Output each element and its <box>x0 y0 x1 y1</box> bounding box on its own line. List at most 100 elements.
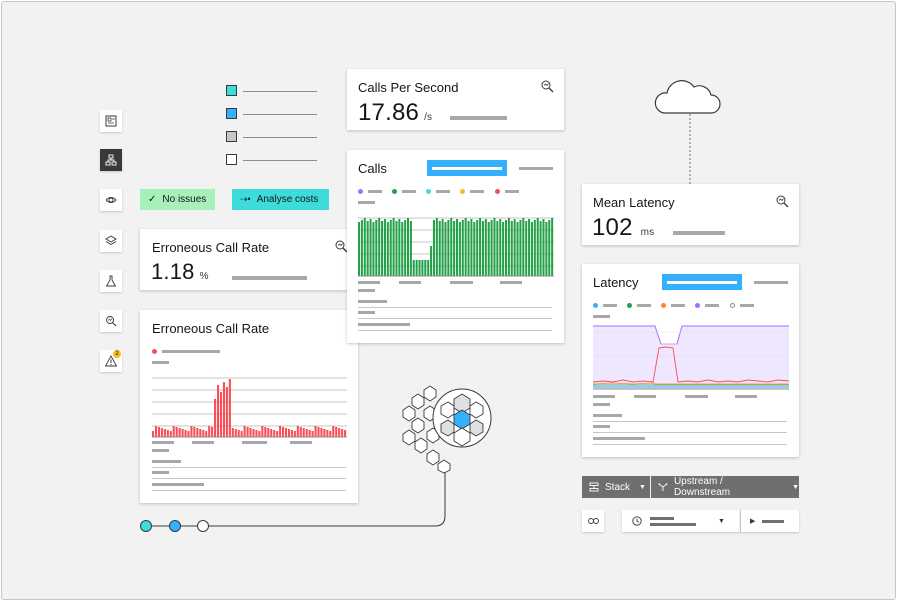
axis-tick-bar <box>593 403 610 406</box>
upstream-downstream-dropdown[interactable]: Upstream / Downstream ▼ <box>651 476 799 498</box>
row-divider <box>593 432 787 433</box>
calls-bar <box>551 218 554 276</box>
erroneous-rate-kpi-card: Erroneous Call Rate 1.18% <box>140 229 358 290</box>
card-title: Calls Per Second <box>358 80 459 95</box>
calls-bar <box>507 218 510 276</box>
error-bar <box>193 427 196 437</box>
calls-bar <box>415 260 418 276</box>
clock-icon <box>632 516 642 526</box>
error-bar <box>284 428 288 437</box>
axis-tick-bar <box>399 281 421 284</box>
calls-bar <box>467 221 470 276</box>
error-bar <box>329 431 332 437</box>
error-bar <box>225 387 228 437</box>
error-bar <box>181 429 184 437</box>
kpi-value: 17.86/s <box>358 99 432 127</box>
axis-tick-bar <box>358 289 375 292</box>
cloud-services-icon[interactable] <box>100 189 122 211</box>
calls-bar <box>372 222 375 276</box>
dashboard-icon[interactable] <box>100 110 122 132</box>
axis-tick-bar <box>685 395 708 398</box>
legend-dot <box>358 189 363 194</box>
calls-bar <box>389 220 392 276</box>
stack-icon <box>589 482 599 492</box>
error-bar <box>243 426 246 437</box>
link-button[interactable] <box>582 510 604 532</box>
calls-bar <box>505 220 508 276</box>
zoom-icon[interactable] <box>334 239 348 253</box>
time-range-dropdown[interactable]: ▼ <box>622 510 740 532</box>
swatch-blue[interactable] <box>226 108 237 119</box>
branch-icon <box>658 483 668 491</box>
play-live-button[interactable]: ▶ <box>740 510 799 532</box>
calls-bar <box>525 221 528 276</box>
calls-bar <box>427 260 430 276</box>
upstream-downstream-label: Upstream / Downstream <box>673 476 731 498</box>
swatch-gray[interactable] <box>226 131 237 142</box>
calls-bar <box>421 260 424 276</box>
legend-label-bar <box>402 190 416 193</box>
calls-bar <box>424 260 427 276</box>
row-divider <box>593 421 787 422</box>
series-selector[interactable] <box>662 274 742 290</box>
calls-bar <box>404 220 407 276</box>
no-issues-tag[interactable]: ✓ No issues <box>140 189 215 210</box>
legend-label-bar <box>152 361 169 364</box>
error-bar <box>211 427 214 437</box>
axis-tick-bar <box>152 449 169 452</box>
service-mesh-graphic <box>402 385 492 474</box>
topology-icon[interactable] <box>100 149 122 171</box>
analyze-icon[interactable] <box>100 310 122 332</box>
calls-bar <box>450 218 453 276</box>
legend-label-bar <box>637 304 651 307</box>
calls-bar <box>502 222 505 276</box>
error-bar <box>246 427 249 437</box>
card-title: Mean Latency <box>593 195 675 210</box>
analyse-costs-tag[interactable]: ⇢• Analyse costs <box>232 189 329 210</box>
legend-dot <box>661 303 666 308</box>
axis-tick-bar <box>450 281 473 284</box>
calls-bar <box>363 218 366 276</box>
alert-icon[interactable]: 2 <box>100 350 122 372</box>
calls-bar <box>407 218 410 276</box>
error-bar <box>231 428 234 437</box>
calls-bar <box>496 221 499 276</box>
erroneous-rate-chart-card: Erroneous Call Rate <box>140 310 358 503</box>
row-label-bar <box>358 300 387 303</box>
axis-tick-bar <box>152 441 174 444</box>
error-bar <box>338 428 341 437</box>
stack-dropdown[interactable]: Stack ▼ <box>582 476 650 498</box>
placeholder-bar <box>519 167 553 170</box>
legend-label-bar <box>593 315 610 318</box>
card-title: Erroneous Call Rate <box>152 321 270 336</box>
swatch-teal[interactable] <box>226 85 237 96</box>
calls-bar <box>470 219 473 276</box>
row-divider <box>152 490 346 491</box>
error-bar <box>205 431 208 437</box>
error-bar <box>290 430 293 437</box>
calls-bar <box>438 221 441 276</box>
swatch-white[interactable] <box>226 154 237 165</box>
error-bar <box>335 427 338 437</box>
error-bar <box>222 382 225 437</box>
calls-bars <box>358 217 554 277</box>
zoom-icon[interactable] <box>775 194 789 208</box>
calls-bar <box>484 219 487 276</box>
error-bar <box>314 426 317 437</box>
error-bar <box>296 426 299 437</box>
flask-icon[interactable] <box>100 270 122 292</box>
series-selector[interactable] <box>427 160 507 176</box>
latency-chart-card: Latency <box>582 264 799 457</box>
legend-label-bar <box>505 190 519 193</box>
card-title: Latency <box>593 275 639 290</box>
axis-tick-bar <box>290 441 312 444</box>
error-bar <box>175 427 178 437</box>
layers-icon[interactable] <box>100 230 122 252</box>
calls-bar <box>487 222 490 276</box>
legend-dot <box>426 189 431 194</box>
calls-per-second-card: Calls Per Second 17.86/s <box>347 69 564 130</box>
zoom-icon[interactable] <box>540 79 554 93</box>
legend-dot <box>593 303 598 308</box>
calls-bar <box>539 221 542 276</box>
calls-bar <box>401 222 404 276</box>
